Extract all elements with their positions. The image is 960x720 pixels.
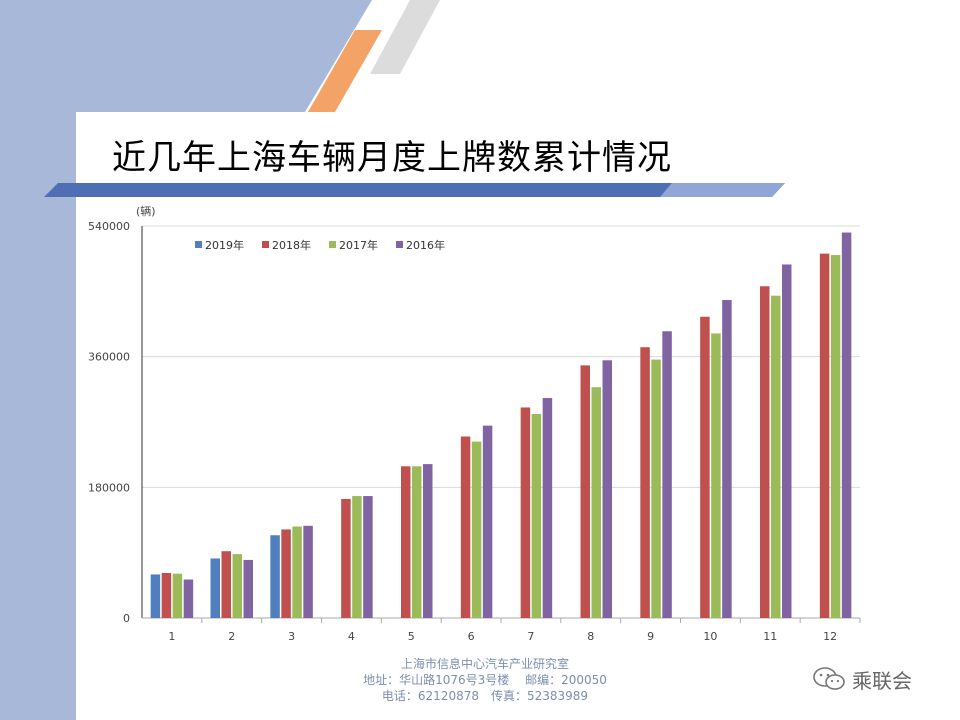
legend-swatch	[195, 241, 202, 248]
bar-2017年-10	[711, 333, 721, 618]
bar-2018年-4	[341, 498, 351, 618]
grid-lines	[142, 225, 860, 488]
bar-2018年-11	[760, 286, 770, 618]
y-tick-label: 540000	[88, 220, 130, 233]
bar-2016年-11	[782, 264, 792, 618]
top-blue-panel	[0, 0, 372, 112]
bar-2018年-9	[640, 347, 650, 618]
legend-swatch	[262, 241, 269, 248]
footer-phone: 电话：62120878 传真：52383989	[381, 689, 589, 703]
bar-2016年-5	[423, 464, 433, 618]
x-tick-label: 6	[468, 630, 475, 643]
bar-2018年-12	[819, 253, 830, 618]
bar-2016年-9	[662, 331, 672, 618]
bar-2016年-6	[482, 425, 493, 618]
y-tick-label: 360000	[88, 351, 130, 364]
orange-stripe	[308, 30, 382, 112]
bar-2019年-2	[210, 558, 220, 618]
bar-2018年-6	[460, 436, 471, 618]
x-tick-label: 8	[587, 630, 594, 643]
bar-2016年-4	[363, 496, 373, 618]
bar-2017年-3	[292, 526, 302, 618]
x-tick-label: 3	[288, 630, 295, 643]
y-tick-label: 0	[123, 612, 130, 625]
slide-title: 近几年上海车辆月度上牌数累计情况	[112, 138, 672, 178]
bars	[150, 232, 852, 619]
bar-2019年-3	[270, 535, 280, 618]
bar-2017年-8	[591, 387, 601, 618]
footer-contact: 上海市信息中心汽车产业研究室 地址：华山路1076号3号楼 邮编：200050 …	[330, 656, 640, 704]
x-tick-label: 2	[228, 630, 235, 643]
wechat-icon	[813, 667, 845, 690]
x-tick-label: 1	[168, 630, 175, 643]
bar-2016年-8	[602, 360, 612, 618]
bar-2017年-1	[172, 573, 183, 618]
bar-2017年-4	[352, 496, 362, 618]
legend-swatch	[329, 241, 336, 248]
watermark-text: 乘联会	[852, 668, 912, 693]
legend-label: 2018年	[272, 238, 311, 252]
bar-2018年-10	[700, 316, 710, 618]
bar-2018年-8	[580, 365, 590, 618]
left-blue-panel	[0, 0, 76, 720]
bar-2018年-7	[520, 407, 531, 618]
bar-2016年-12	[841, 232, 852, 619]
legend-swatch	[396, 241, 403, 248]
bar-2018年-1	[161, 572, 172, 618]
x-tick-label: 12	[823, 630, 837, 643]
title-underline-highlight	[660, 183, 785, 197]
bar-2016年-10	[722, 300, 732, 618]
x-tick-label: 4	[348, 630, 355, 643]
bar-2019年-1	[150, 574, 161, 618]
bar-2017年-9	[651, 359, 661, 618]
bar-2017年-11	[771, 295, 781, 618]
x-tick-label: 9	[647, 630, 654, 643]
bar-2017年-2	[232, 554, 242, 618]
gray-stripe	[370, 0, 440, 74]
y-axis-unit-label: (辆)	[136, 204, 156, 218]
legend-label: 2016年	[406, 238, 445, 252]
footer-address: 地址：华山路1076号3号楼 邮编：200050	[363, 673, 607, 687]
legend-label: 2017年	[339, 238, 378, 252]
bar-2016年-7	[542, 398, 553, 618]
bar-2016年-2	[243, 559, 253, 618]
bar-2017年-5	[412, 466, 422, 618]
x-tick-label: 7	[527, 630, 534, 643]
watermark: 乘联会	[812, 664, 912, 694]
title-underline-bar	[44, 183, 785, 197]
bar-2017年-12	[830, 255, 841, 618]
bar-2016年-1	[183, 579, 194, 618]
chart-legend: 2019年 2018年 2017年 2016年	[195, 238, 445, 252]
bar-2017年-7	[531, 414, 542, 618]
bar-2018年-3	[281, 529, 291, 618]
x-tick-label: 5	[408, 630, 415, 643]
y-tick-label: 180000	[88, 481, 130, 494]
bar-2016年-3	[303, 525, 313, 618]
x-tick-label: 10	[703, 630, 717, 643]
bar-2018年-2	[221, 551, 231, 618]
x-tick-label: 11	[763, 630, 777, 643]
bar-2017年-6	[471, 441, 482, 618]
bar-2018年-5	[401, 466, 411, 618]
legend-label: 2019年	[205, 238, 244, 252]
footer-org: 上海市信息中心汽车产业研究室	[400, 657, 569, 671]
